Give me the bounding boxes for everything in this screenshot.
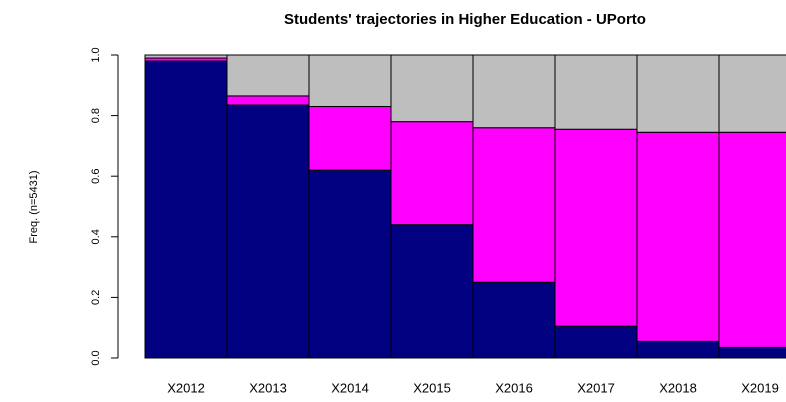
- y-tick-label: 0.0: [90, 350, 102, 365]
- x-tick-label: X2017: [577, 380, 615, 395]
- bar-segment: [308, 169, 392, 359]
- bar-segment: [718, 346, 786, 359]
- bar-segment: [144, 60, 228, 359]
- bar-segment: [718, 54, 786, 133]
- bar-segment: [636, 340, 720, 359]
- bar-segment: [226, 104, 310, 359]
- bar-segment: [390, 121, 474, 226]
- x-tick-label: X2013: [249, 380, 287, 395]
- y-tick-label: 1.0: [90, 47, 102, 62]
- x-tick-label: X2018: [659, 380, 697, 395]
- bar-segment: [472, 54, 556, 129]
- y-tick-label: 0.2: [90, 290, 102, 305]
- x-tick-label: X2016: [495, 380, 533, 395]
- bar-segment: [390, 54, 474, 123]
- bar-segment: [554, 128, 638, 327]
- x-tick-label: X2019: [741, 380, 779, 395]
- y-tick-label: 0.6: [90, 169, 102, 184]
- x-tick-label: X2014: [331, 380, 369, 395]
- bar-segment: [144, 54, 228, 59]
- bar-segment: [226, 95, 310, 106]
- bar-segment: [390, 224, 474, 359]
- bar-segment: [308, 106, 392, 171]
- x-tick-label: X2012: [167, 380, 205, 395]
- bar-segment: [554, 325, 638, 359]
- bar-segment: [636, 131, 720, 342]
- bar-segment: [636, 54, 720, 133]
- y-tick-label: 0.8: [90, 108, 102, 123]
- bar-segment: [554, 54, 638, 130]
- y-axis-label: Freq. (n=5431): [28, 170, 40, 243]
- chart-title: Students' trajectories in Higher Educati…: [284, 11, 646, 28]
- x-tick-label: X2015: [413, 380, 451, 395]
- bar-segment: [308, 54, 392, 108]
- bar-segment: [472, 281, 556, 359]
- bar-segment: [226, 54, 310, 97]
- bar-segment: [718, 131, 786, 348]
- bar-segment: [472, 127, 556, 283]
- y-tick-label: 0.4: [90, 229, 102, 244]
